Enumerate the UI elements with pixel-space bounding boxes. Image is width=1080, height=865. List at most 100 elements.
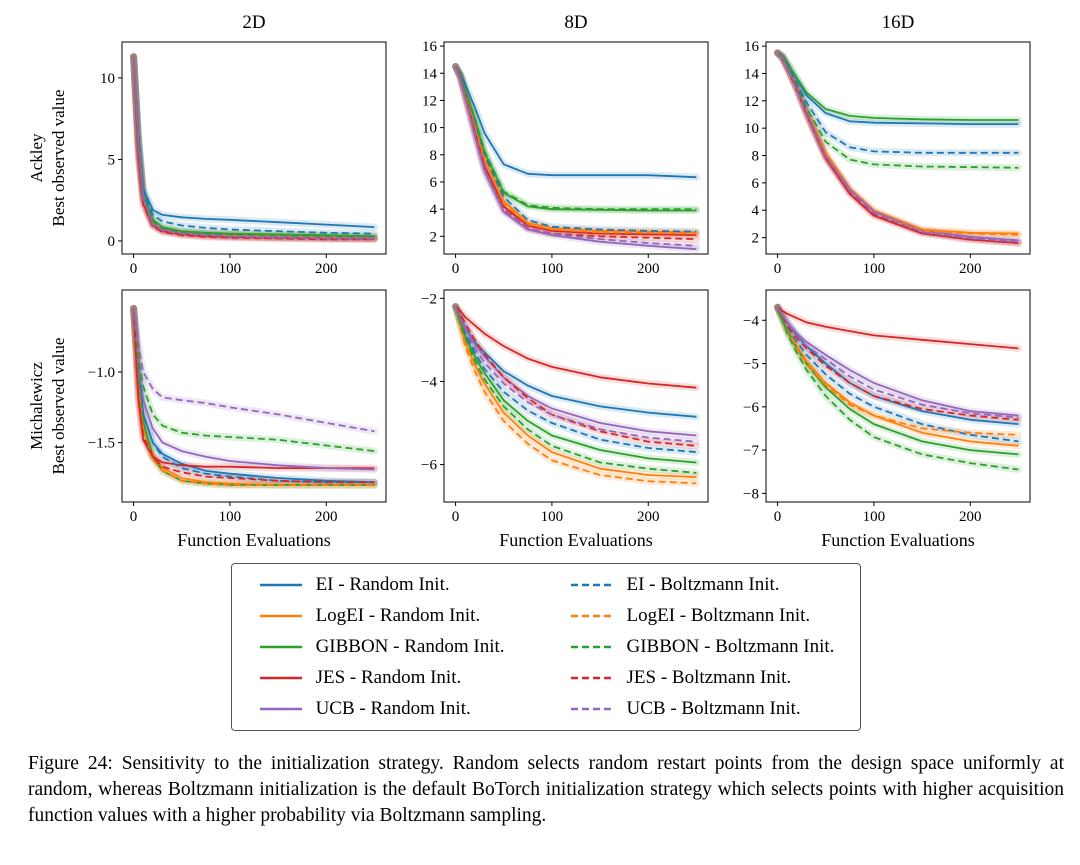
- svg-text:4: 4: [430, 202, 438, 218]
- svg-text:−1.5: −1.5: [88, 436, 115, 452]
- chart-michalewicz-2d: −1.0 −1.5 0 100 200: [88, 289, 387, 525]
- svg-text:16: 16: [422, 39, 438, 55]
- svg-text:−2: −2: [421, 291, 437, 307]
- svg-text:0: 0: [452, 261, 460, 277]
- legend-entry: GIBBON - Random Init.: [258, 636, 505, 658]
- chart-michalewicz-8d: −2 −4 −6 0 100 200: [421, 289, 709, 525]
- y-axis-label-ackley: Ackley Best observed value: [26, 90, 70, 227]
- svg-text:−4: −4: [743, 313, 759, 329]
- legend-entry: EI - Boltzmann Init.: [569, 574, 835, 596]
- svg-text:0: 0: [452, 509, 460, 525]
- col-title-16d: 16D: [881, 12, 915, 33]
- legend-line-sample-icon: [259, 707, 302, 711]
- svg-text:200: 200: [959, 261, 982, 277]
- legend-entry: GIBBON - Boltzmann Init.: [569, 636, 835, 658]
- svg-text:6: 6: [430, 175, 438, 191]
- svg-text:0: 0: [130, 509, 138, 525]
- svg-text:8: 8: [752, 149, 760, 165]
- svg-text:−6: −6: [421, 458, 437, 474]
- svg-text:0: 0: [108, 234, 116, 250]
- svg-text:−8: −8: [743, 486, 759, 502]
- legend-line-sample-icon: [259, 614, 302, 618]
- column-titles: 2D 8D 16D: [22, 10, 1070, 34]
- legend: EI - Random Init. LogEI - Random Init. GIB…: [230, 563, 862, 731]
- legend-entry: JES - Random Init.: [258, 667, 505, 689]
- svg-text:100: 100: [219, 509, 242, 525]
- legend-line-sample-icon: [570, 583, 613, 587]
- svg-text:100: 100: [863, 509, 886, 525]
- row-michalewicz: Michalewicz Best observed value −1.0 −1.5…: [22, 282, 1070, 530]
- svg-text:−1.0: −1.0: [88, 365, 115, 381]
- x-axis-label: Function Evaluations: [499, 530, 653, 550]
- chart-ackley-8d: 2 4 6 8 10 12 14 16 0 100 200: [422, 39, 709, 277]
- legend-line-sample-icon: [570, 676, 613, 680]
- row-label-michalewicz: Michalewicz Best observed value: [22, 282, 74, 530]
- svg-text:0: 0: [774, 261, 782, 277]
- svg-text:12: 12: [422, 93, 437, 109]
- legend-entry: LogEI - Boltzmann Init.: [569, 605, 835, 627]
- legend-label: LogEI - Random Init.: [315, 605, 481, 626]
- svg-text:200: 200: [315, 509, 338, 525]
- svg-text:10: 10: [744, 121, 759, 137]
- svg-text:100: 100: [863, 261, 886, 277]
- svg-text:100: 100: [219, 261, 242, 277]
- legend-entries: EI - Random Init. LogEI - Random Init. GIB…: [258, 574, 835, 720]
- svg-text:2: 2: [430, 229, 438, 245]
- svg-text:100: 100: [541, 509, 564, 525]
- svg-text:14: 14: [422, 66, 438, 82]
- figure-caption: Figure 24: Sensitivity to the initializa…: [28, 753, 1064, 826]
- row-axis-label: Best observed value: [49, 337, 68, 475]
- legend-label: EI - Boltzmann Init.: [626, 574, 780, 595]
- legend-line-sample-icon: [259, 645, 302, 649]
- svg-text:0: 0: [774, 509, 782, 525]
- legend-label: EI - Random Init.: [315, 574, 450, 595]
- chart-ackley-16d: 2 4 6 8 10 12 14 16 0 100 200: [744, 39, 1031, 277]
- svg-text:2: 2: [752, 231, 760, 247]
- legend-label: LogEI - Boltzmann Init.: [626, 605, 811, 626]
- figure-page: 2D 8D 16D Ackley Best observed value 0 5 1…: [22, 10, 1070, 826]
- x-axis-label: Function Evaluations: [821, 530, 975, 550]
- svg-text:−5: −5: [743, 357, 759, 373]
- svg-text:16: 16: [744, 39, 760, 55]
- x-axis-label: Function Evaluations: [177, 530, 331, 550]
- svg-text:8: 8: [430, 148, 438, 164]
- svg-text:200: 200: [959, 509, 982, 525]
- svg-text:−7: −7: [743, 443, 759, 459]
- legend-entry: EI - Random Init.: [258, 574, 505, 596]
- svg-text:10: 10: [100, 71, 115, 87]
- legend-entry: LogEI - Random Init.: [258, 605, 505, 627]
- col-title-8d: 8D: [564, 12, 588, 33]
- svg-text:14: 14: [744, 66, 760, 82]
- svg-text:−6: −6: [743, 400, 759, 416]
- svg-text:10: 10: [422, 121, 437, 137]
- svg-text:100: 100: [541, 261, 564, 277]
- chart-michalewicz-16d: −4 −5 −6 −7 −8 0 100 200: [743, 289, 1031, 525]
- legend-label: UCB - Random Init.: [315, 698, 471, 719]
- row-function-name: Ackley: [26, 133, 46, 183]
- legend-entry: UCB - Random Init.: [258, 698, 505, 720]
- legend-label: JES - Boltzmann Init.: [626, 667, 792, 688]
- x-axis-labels: Function Evaluations Function Evaluation…: [22, 530, 1070, 551]
- row-axis-label: Best observed value: [49, 89, 68, 227]
- svg-text:12: 12: [744, 94, 759, 110]
- svg-text:0: 0: [130, 261, 138, 277]
- legend-line-sample-icon: [259, 583, 302, 587]
- legend-line-sample-icon: [570, 614, 613, 618]
- legend-entry: JES - Boltzmann Init.: [569, 667, 835, 689]
- row-label-ackley: Ackley Best observed value: [22, 34, 74, 282]
- xlabel-gutter: [22, 530, 74, 551]
- svg-text:4: 4: [752, 203, 760, 219]
- svg-text:−4: −4: [421, 374, 437, 390]
- legend-label: JES - Random Init.: [315, 667, 462, 688]
- legend-label: GIBBON - Boltzmann Init.: [626, 636, 835, 657]
- legend-label: GIBBON - Random Init.: [315, 636, 505, 657]
- legend-line-sample-icon: [259, 676, 302, 680]
- y-axis-label-michalewicz: Michalewicz Best observed value: [26, 338, 70, 475]
- svg-text:200: 200: [637, 261, 660, 277]
- svg-text:200: 200: [637, 509, 660, 525]
- legend-line-sample-icon: [570, 707, 613, 711]
- legend-entry: UCB - Boltzmann Init.: [569, 698, 835, 720]
- col-title-2d: 2D: [242, 12, 266, 33]
- legend-line-sample-icon: [570, 645, 613, 649]
